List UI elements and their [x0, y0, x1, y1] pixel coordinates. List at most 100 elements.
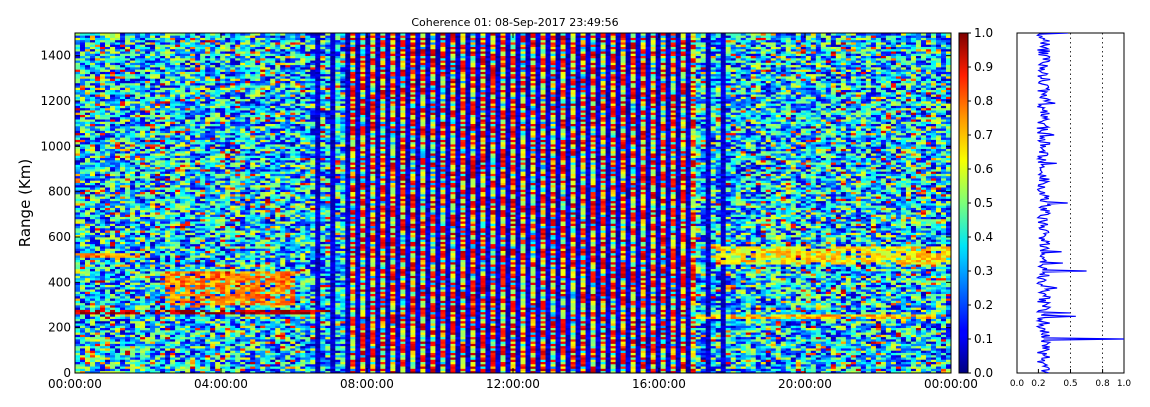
heatmap-cell — [200, 363, 206, 367]
heatmap-cell — [120, 259, 126, 263]
heatmap-cell — [110, 76, 116, 79]
heatmap-cell — [90, 91, 96, 95]
heatmap-cell — [120, 42, 126, 45]
heatmap-cell — [225, 230, 231, 233]
heatmap-cells — [75, 33, 951, 373]
heatmap-cell — [125, 230, 131, 233]
heatmap-cell — [240, 291, 246, 295]
heatmap-cell — [85, 366, 91, 369]
heatmap-cell — [190, 361, 196, 365]
heatmap-cell — [100, 359, 106, 363]
heatmap-cell — [180, 62, 186, 66]
heatmap-cell — [170, 309, 176, 313]
heatmap-cell — [90, 336, 96, 340]
heatmap-cell — [165, 225, 171, 229]
heatmap-cell — [140, 191, 146, 195]
heatmap-cell — [170, 159, 176, 163]
heatmap-cell — [135, 157, 141, 161]
heatmap-cell — [120, 237, 126, 240]
heatmap-cell — [195, 280, 201, 283]
heatmap-cell — [120, 316, 126, 319]
heatmap-cell — [210, 141, 216, 145]
heatmap-cell — [105, 193, 111, 197]
heatmap-cell — [125, 264, 131, 267]
heatmap-cell — [75, 216, 81, 220]
heatmap-cell — [90, 171, 96, 174]
heatmap-cell — [75, 182, 81, 186]
heatmap-cell — [170, 87, 176, 91]
heatmap-cell — [225, 114, 231, 118]
heatmap-cell — [120, 37, 126, 41]
heatmap-cell — [125, 64, 131, 68]
heatmap-cell — [220, 187, 226, 190]
heatmap-cell — [125, 48, 131, 52]
heatmap-cell — [135, 171, 141, 174]
heatmap-cell — [105, 223, 111, 227]
heatmap-cell — [175, 357, 181, 360]
heatmap-cell — [120, 205, 126, 208]
heatmap-cell — [105, 273, 111, 276]
heatmap-cell — [140, 277, 146, 281]
heatmap-cell — [125, 73, 131, 77]
heatmap-cell — [210, 239, 216, 242]
heatmap-cell — [170, 289, 176, 292]
heatmap-cell — [90, 94, 96, 97]
heatmap-cell — [170, 350, 176, 353]
heatmap-cell — [115, 291, 121, 295]
heatmap-cell — [230, 307, 236, 310]
heatmap-cell — [185, 164, 191, 168]
heatmap-cell — [95, 162, 101, 165]
heatmap-cell — [160, 80, 166, 84]
heatmap-cell — [200, 94, 206, 97]
heatmap-cell — [145, 171, 151, 174]
heatmap-cell — [235, 275, 241, 279]
heatmap-cell — [205, 57, 211, 61]
heatmap-cell — [85, 241, 91, 245]
heatmap-cell — [180, 128, 186, 131]
heatmap-cell — [130, 248, 136, 251]
heatmap-cell — [95, 227, 101, 231]
heatmap-cell — [135, 280, 141, 283]
heatmap-cell — [220, 293, 226, 297]
heatmap-cell — [125, 257, 131, 261]
heatmap-cell — [170, 307, 176, 310]
heatmap-cell — [125, 128, 131, 131]
heatmap-cell — [140, 323, 146, 326]
heatmap-cell — [135, 78, 141, 81]
heatmap-cell — [205, 212, 211, 215]
heatmap-cell — [115, 214, 121, 217]
heatmap-cell — [135, 205, 141, 208]
heatmap-cell — [85, 169, 91, 172]
heatmap-cell — [210, 130, 216, 134]
heatmap-cell — [140, 216, 146, 220]
heatmap-cell — [210, 162, 216, 165]
heatmap-cell — [210, 73, 216, 77]
heatmap-cell — [170, 193, 176, 197]
heatmap-cell — [140, 182, 146, 186]
heatmap-cell — [115, 259, 121, 263]
heatmap-cell — [160, 33, 166, 36]
heatmap-cell — [125, 71, 131, 75]
heatmap-cell — [130, 175, 136, 179]
heatmap-cell — [115, 325, 121, 329]
heatmap-cell — [115, 316, 121, 319]
heatmap-cell — [165, 237, 171, 240]
heatmap-cell — [215, 64, 221, 68]
heatmap-cell — [165, 155, 171, 159]
heatmap-cell — [155, 271, 161, 274]
heatmap-cell — [200, 123, 206, 127]
heatmap-cell — [125, 343, 131, 347]
heatmap-cell — [205, 69, 211, 72]
heatmap-cell — [235, 37, 241, 41]
heatmap-cell — [210, 327, 216, 331]
heatmap-cell — [230, 91, 236, 95]
heatmap-cell — [90, 196, 96, 199]
heatmap-cell — [185, 295, 191, 299]
heatmap-cell — [105, 203, 111, 206]
heatmap-cell — [130, 121, 136, 125]
heatmap-cell — [105, 366, 111, 369]
heatmap-cell — [130, 80, 136, 84]
heatmap-cell — [180, 252, 186, 256]
heatmap-cell — [225, 352, 231, 356]
heatmap-cell — [115, 187, 121, 190]
